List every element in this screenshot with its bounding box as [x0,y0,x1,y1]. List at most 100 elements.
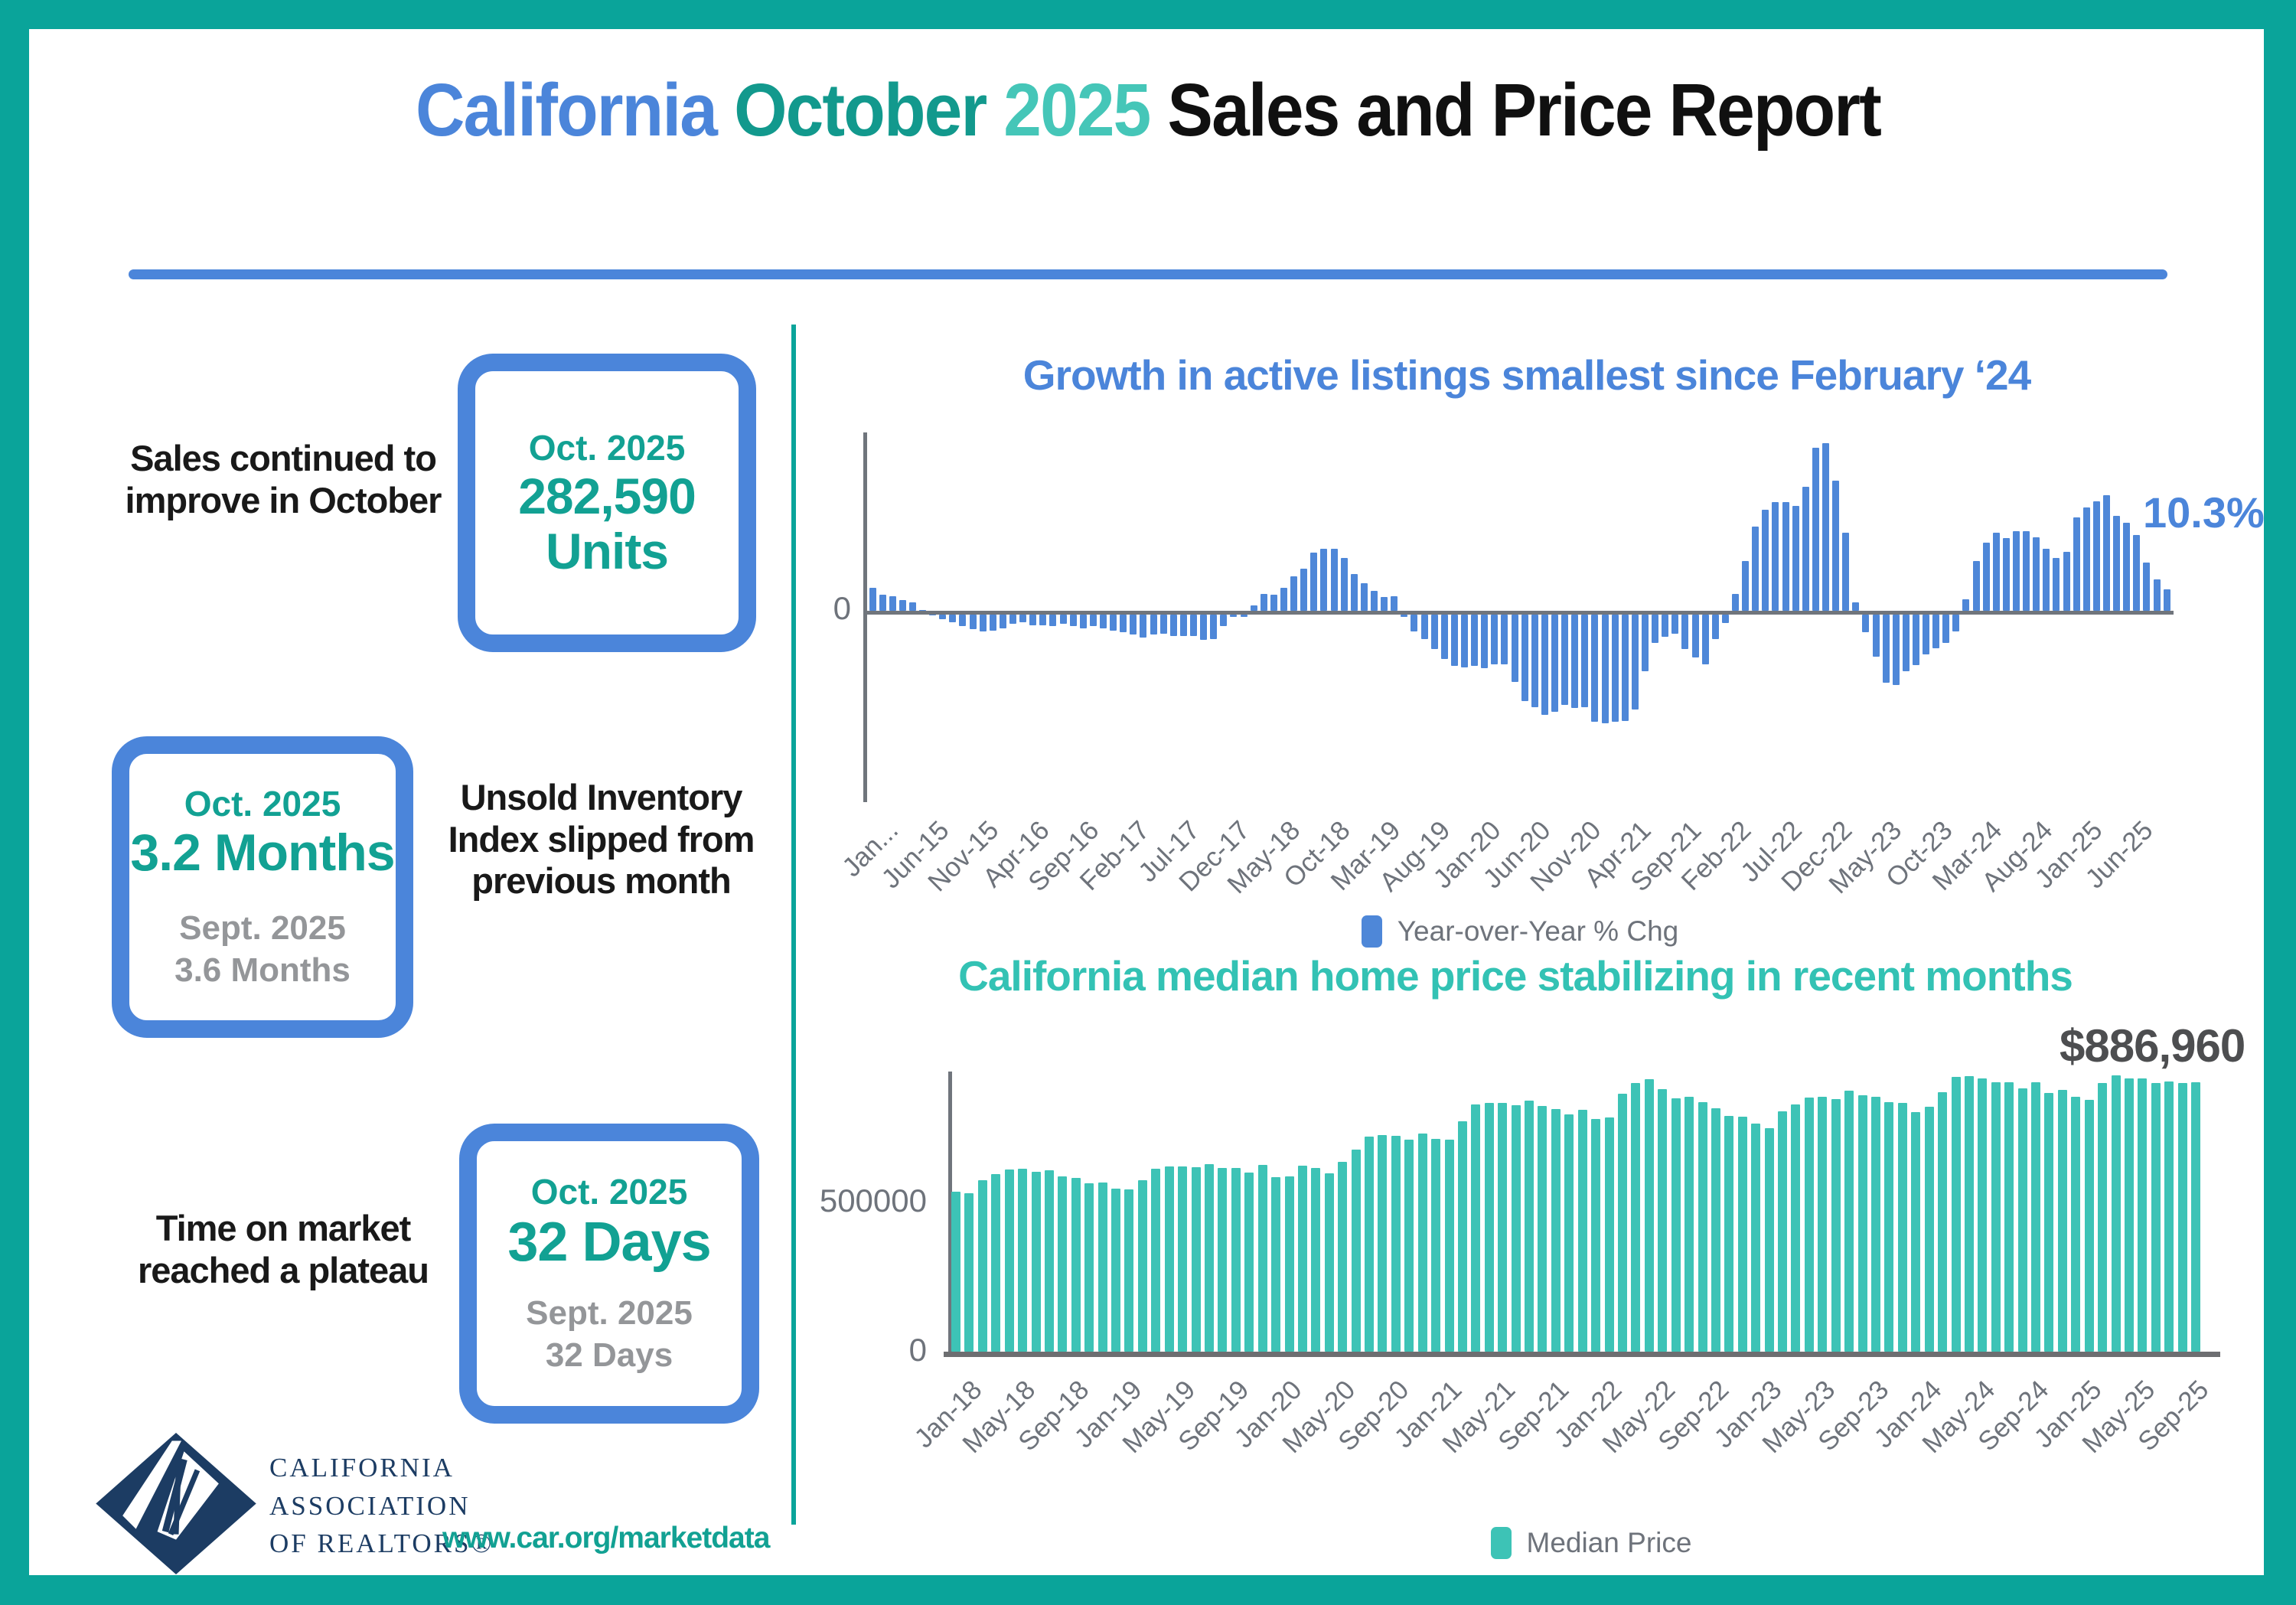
listings-zero-line [863,611,2174,615]
chart-bar [1857,1095,1867,1352]
chart-bar [2164,1081,2174,1352]
chart-bar [2113,516,2121,611]
stat-dom-prev-value: 32 Days [545,1336,673,1375]
title-underline [129,269,2167,279]
stat-inventory-label: Unsold Inventory Index slipped from prev… [448,777,755,902]
chart-bar [1159,615,1167,634]
listings-end-annotation: 10.3% [2143,488,2265,537]
chart-bar [1218,1167,1228,1352]
chart-bar [1360,583,1368,611]
chart-bar [1652,615,1659,644]
chart-bar [1089,615,1097,627]
stat-sales-unit: Units [546,522,669,579]
chart-bar [1365,1137,1375,1352]
chart-bar [1852,602,1860,611]
chart-bar [869,587,876,611]
chart-bar [2063,552,2070,611]
chart-bar [949,615,957,622]
chart-bar [2043,548,2050,611]
chart-bar [1270,595,1277,611]
chart-bar [1870,1096,1880,1352]
chart-bar [1604,1117,1614,1352]
car-logo-text: CALIFORNIA ASSOCIATION OF REALTORS® [269,1449,494,1563]
chart-bar [2057,1090,2067,1352]
chart-bar [1591,1119,1601,1352]
chart-bar [2013,530,2020,611]
chart-bar [1551,1109,1561,1352]
chart-bar [1831,1098,1841,1352]
chart-bar [1320,548,1328,611]
chart-bar [1137,1179,1147,1352]
chart-bar [1150,615,1157,635]
chart-bar [1031,1172,1041,1352]
chart-bar [2191,1082,2201,1352]
chart-bar [1420,615,1428,639]
chart-bar [1792,505,1799,611]
chart-bar [2004,1081,2014,1352]
chart-bar [2073,517,2080,611]
chart-bar [1671,615,1679,634]
chart-bar [1923,615,1930,655]
chart-bar [1731,594,1739,611]
chart-bar [889,595,896,611]
chart-bar [1978,1078,1988,1352]
chart-bar [1200,615,1208,640]
stat-inventory-box: Oct. 2025 3.2 Months Sept. 2025 3.6 Mont… [112,736,413,1038]
chart-bar [1832,480,1840,611]
chart-bar [1110,615,1117,631]
chart-bar [1991,1082,2001,1352]
stat-dom-box: Oct. 2025 32 Days Sept. 2025 32 Days [459,1124,759,1424]
car-logo-line1: CALIFORNIA [269,1453,455,1483]
chart-bar [1058,1176,1068,1352]
chart-bar [1882,615,1890,683]
listings-zero-label: 0 [833,590,851,626]
title-california: California [415,68,718,152]
chart-bar [1782,502,1789,611]
chart-bar [1444,1139,1454,1352]
chart-bar [1290,576,1298,611]
chart-bar [1164,1166,1174,1352]
chart-bar [1310,553,1318,611]
chart-bar [1084,1183,1094,1352]
chart-bar [1257,1164,1267,1352]
stat-inventory-period: Oct. 2025 [184,783,341,824]
chart-bar [1711,615,1719,639]
chart-bar [1791,1104,1801,1352]
chart-bar [1818,1097,1828,1352]
chart-bar [1297,1166,1307,1352]
chart-bar [1430,615,1438,650]
price-chart-title: California median home price stabilizing… [958,952,2073,1000]
page-title: California October 2025 Sales and Price … [92,67,2204,153]
chart-bar [1911,1111,1921,1352]
chart-bar [1431,1139,1441,1352]
chart-bar [1821,443,1829,611]
chart-bar [1271,1176,1281,1352]
chart-bar [1351,1149,1361,1352]
chart-bar [1541,615,1548,715]
price-ytick-0: 0 [908,1332,927,1368]
listings-chart-plot: 0 10.3% Jan... Jun-15 Nov-15 Apr-16 Sep-16 Fe… [833,432,2265,899]
chart-bar [1561,615,1569,706]
chart-bar [1684,1097,1694,1352]
chart-bar [1381,597,1388,611]
chart-bar [1912,615,1919,665]
chart-bar [2053,558,2060,611]
title-month: October [734,68,987,152]
chart-bar [1111,1188,1121,1352]
chart-bar [1525,1100,1534,1352]
chart-bar [1210,615,1218,639]
chart-bar [1039,615,1047,625]
chart-bar [1204,1164,1214,1352]
stat-dom-prev: Sept. 2025 32 Days [526,1292,693,1376]
chart-bar [1231,1167,1241,1352]
chart-bar [1471,1104,1481,1352]
chart-bar [1538,1106,1548,1352]
chart-bar [1511,1105,1521,1352]
chart-bar [2071,1097,2081,1352]
price-baseline [944,1352,2220,1357]
chart-bar [1964,1075,1974,1352]
chart-bar [1601,615,1609,723]
chart-bar [1621,615,1629,721]
chart-bar [2033,537,2040,611]
chart-bar [1844,1091,1854,1352]
